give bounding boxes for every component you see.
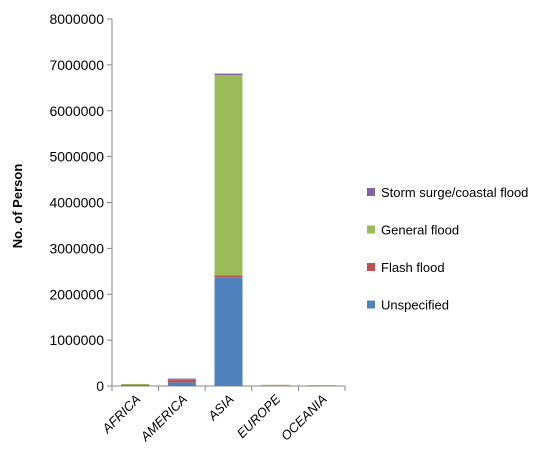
bar-europe-general-flood [261,384,290,386]
y-tick-label: 8000000 [49,11,104,27]
legend-swatch [367,225,375,234]
bar-asia-storm-surge-coastal-flood [214,73,243,75]
legend: Storm surge/coastal flood General flood Fl… [367,185,528,313]
legend-swatch [367,263,375,271]
legend-swatch [367,188,375,196]
legend-label: General flood [381,223,459,238]
x-tick-label: AFRICA [98,392,143,437]
bar-africa-general-flood [121,383,150,385]
bar-africa-unspecified [121,385,150,386]
bar-america-flash-flood [167,380,196,383]
y-axis-title: No. of Person [10,164,25,249]
y-tick-label: 4000000 [49,195,104,211]
bar-oceania-general-flood [307,384,336,386]
legend-label: Storm surge/coastal flood [381,185,528,200]
bar-america-unspecified [167,382,196,386]
axes [107,18,346,391]
legend-label: Flash flood [381,260,445,275]
bar-asia-general-flood [214,74,243,276]
bar-asia-unspecified [214,277,243,386]
y-tick-label: 6000000 [49,103,104,119]
bar-america-storm-surge-coastal-flood [167,378,196,380]
x-tick-label: EUROPE [234,391,284,441]
y-tick-label: 3000000 [49,240,104,256]
y-tick-label: 2000000 [49,286,104,302]
y-tick-label: 7000000 [49,57,104,73]
y-tick-labels: 0 1000000 2000000 3000000 4000000 5000000 6000… [49,11,104,394]
y-tick-label: 1000000 [49,332,104,348]
bar-asia-flash-flood [214,275,243,278]
bars [121,73,336,386]
x-tick-label: OCEANIA [278,392,330,444]
x-tick-label: ASIA [204,392,236,424]
x-tick-label: AMERICA [137,392,190,445]
legend-label: Unspecified [381,298,449,313]
legend-swatch [367,300,375,309]
y-tick-label: 0 [96,378,104,394]
y-tick-label: 5000000 [49,149,104,165]
